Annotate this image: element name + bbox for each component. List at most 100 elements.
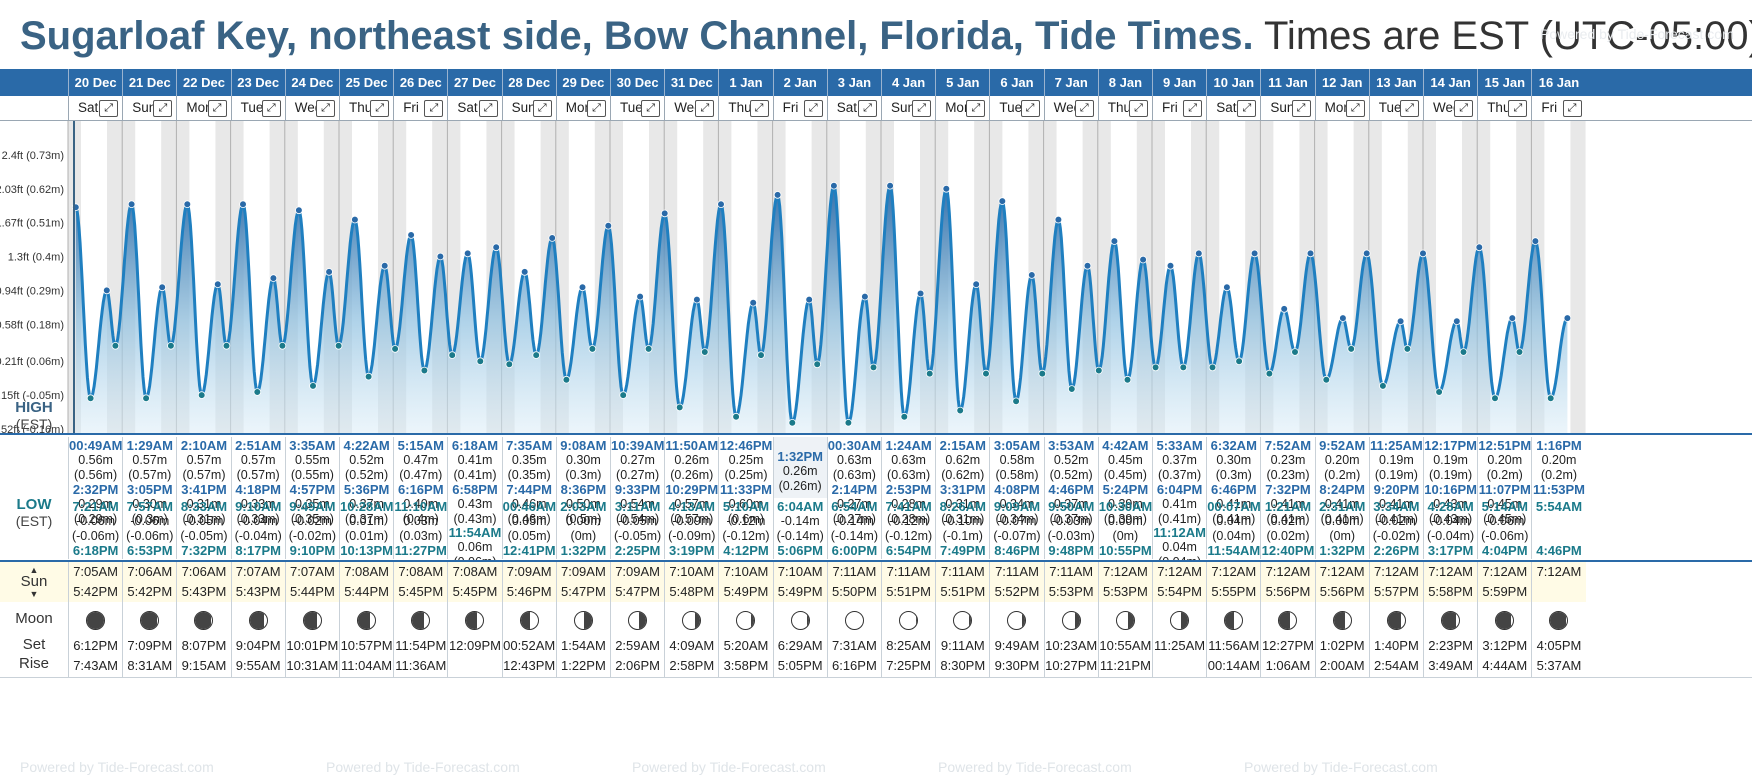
tide-extreme-point[interactable] (1403, 345, 1412, 353)
expand-day-icon[interactable]: ⤢ (424, 100, 444, 117)
tide-extreme-point[interactable] (505, 360, 514, 369)
tide-extreme-point[interactable] (562, 375, 571, 384)
tide-extreme-point[interactable] (1038, 369, 1047, 378)
high-tide-entry[interactable]: 3:05PM 0.30m (0.3m) (123, 482, 176, 527)
low-tide-entry[interactable]: 5:14AM -0.06m (-0.06m) (1478, 499, 1531, 544)
low-tide-entry[interactable]: 2:31AM 0.00m (0m) (1316, 499, 1369, 544)
tide-extreme-point[interactable] (1291, 348, 1299, 356)
tide-extreme-point[interactable] (757, 351, 765, 359)
tide-extreme-point[interactable] (1362, 249, 1371, 258)
high-tide-entry[interactable]: 4:18PM 0.33m (0.33m) (232, 482, 285, 527)
high-tide-entry[interactable]: 4:22AM 0.52m (0.52m) (340, 438, 393, 483)
expand-day-icon[interactable]: ⤢ (1508, 100, 1528, 117)
tide-extreme-point[interactable] (1250, 249, 1259, 258)
tide-extreme-point[interactable] (588, 345, 597, 353)
low-tide-entry[interactable]: 7:21AM -0.06m (-0.06m) (69, 499, 122, 544)
tide-extreme-point[interactable] (492, 243, 501, 252)
expand-day-icon[interactable]: ⤢ (1128, 100, 1148, 117)
tide-extreme-point[interactable] (1306, 249, 1315, 258)
tide-extreme-point[interactable] (391, 345, 399, 353)
high-tide-entry[interactable]: 3:53AM 0.52m (0.52m) (1045, 438, 1098, 483)
tide-extreme-point[interactable] (420, 366, 429, 375)
high-tide-entry[interactable]: 2:53PM 0.28m (0.28m) (882, 482, 935, 527)
tide-extreme-point[interactable] (1508, 314, 1517, 322)
high-tide-entry[interactable]: 1:29AM 0.57m (0.57m) (123, 438, 176, 483)
expand-day-icon[interactable]: ⤢ (586, 100, 606, 117)
tide-extreme-point[interactable] (717, 200, 725, 208)
high-tide-entry[interactable]: 11:07PM 0.45m (0.45m) (1478, 482, 1531, 527)
tide-extreme-point[interactable] (142, 394, 150, 403)
expand-day-icon[interactable]: ⤢ (966, 100, 986, 117)
tide-extreme-point[interactable] (1179, 363, 1188, 372)
tide-extreme-point[interactable] (1379, 382, 1387, 390)
tide-extreme-point[interactable] (239, 200, 247, 208)
tide-extreme-point[interactable] (1475, 243, 1484, 252)
high-tide-entry[interactable]: 3:31PM 0.31m (0.31m) (936, 482, 989, 527)
expand-day-icon[interactable]: ⤢ (641, 100, 661, 117)
high-tide-entry[interactable]: 10:39AM 0.27m (0.27m) (611, 438, 664, 483)
low-tide-entry[interactable]: 9:49AM -0.02m (-0.02m) (286, 499, 339, 544)
low-tide-entry[interactable]: 5:54AM (1532, 499, 1585, 514)
low-tide-entry[interactable]: 5:10AM -0.12m (-0.12m) (719, 499, 772, 544)
tide-extreme-point[interactable] (1265, 369, 1274, 378)
low-tide-entry[interactable]: 8:33AM -0.05m (-0.05m) (177, 499, 230, 544)
low-tide-entry[interactable]: 00:46AM 0.05m (0.05m) (503, 499, 556, 544)
tide-extreme-point[interactable] (972, 280, 980, 289)
expand-day-icon[interactable]: ⤢ (912, 100, 932, 117)
tide-extreme-point[interactable] (111, 342, 120, 350)
high-tide-entry[interactable]: 3:35AM 0.55m (0.55m) (286, 438, 339, 483)
tide-extreme-point[interactable] (1280, 305, 1288, 313)
tide-extreme-point[interactable] (886, 181, 894, 190)
high-tide-entry[interactable]: 7:32PM 0.41m (0.41m) (1261, 482, 1314, 527)
low-tide-entry[interactable]: 6:54AM -0.14m (-0.14m) (828, 499, 881, 544)
high-tide-entry[interactable]: 00:30AM 0.63m (0.63m) (828, 438, 881, 483)
low-tide-entry[interactable]: 1:21AM 0.02m (0.02m) (1261, 499, 1314, 544)
high-tide-entry[interactable]: 5:36PM 0.37m (0.37m) (340, 482, 393, 527)
expand-day-icon[interactable]: ⤢ (370, 100, 390, 117)
tide-extreme-point[interactable] (127, 200, 136, 208)
tide-extreme-point[interactable] (925, 369, 934, 378)
tide-extreme-point[interactable] (436, 252, 445, 261)
tide-extreme-point[interactable] (253, 388, 262, 396)
tide-extreme-point[interactable] (448, 351, 457, 359)
tide-extreme-point[interactable] (1054, 215, 1063, 224)
high-tide-entry[interactable]: 8:36PM 0.50m (0.5m) (557, 482, 610, 527)
tide-extreme-point[interactable] (619, 391, 627, 399)
tide-extreme-point[interactable] (463, 249, 472, 258)
high-tide-entry[interactable]: 00:49AM 0.56m (0.56m) (69, 438, 122, 483)
tide-extreme-point[interactable] (197, 391, 206, 399)
low-tide-entry[interactable]: 8:26AM -0.10m (-0.1m) (936, 499, 989, 544)
low-tide-entry[interactable]: 11:10AM 0.03m (0.03m) (394, 499, 447, 544)
high-tide-entry[interactable]: 6:16PM 0.40m (0.4m) (394, 482, 447, 527)
tide-extreme-point[interactable] (1223, 283, 1231, 292)
tide-extreme-point[interactable] (1123, 375, 1132, 384)
tide-extreme-point[interactable] (1083, 262, 1092, 270)
high-tide-entry[interactable]: 2:51AM 0.57m (0.57m) (232, 438, 285, 483)
tide-extreme-point[interactable] (1339, 314, 1347, 322)
tide-extreme-point[interactable] (773, 191, 782, 199)
tide-extreme-point[interactable] (214, 280, 222, 289)
tide-extreme-point[interactable] (295, 206, 303, 215)
tide-extreme-point[interactable] (309, 382, 317, 390)
tide-extreme-point[interactable] (693, 295, 701, 304)
tide-extreme-point[interactable] (1028, 271, 1036, 279)
low-tide-entry[interactable]: 6:04AM -0.14m (-0.14m) (774, 499, 827, 544)
expand-day-icon[interactable]: ⤢ (749, 100, 769, 117)
high-tide-entry[interactable]: 2:15AM 0.62m (0.62m) (936, 438, 989, 483)
high-tide-entry[interactable]: 1:32PM 0.26m (0.26m) (774, 449, 827, 494)
tide-extreme-point[interactable] (1095, 366, 1103, 375)
high-tide-entry[interactable]: 6:32AM 0.30m (0.3m) (1207, 438, 1260, 483)
tide-extreme-point[interactable] (1453, 317, 1461, 326)
tide-extreme-point[interactable] (636, 292, 644, 301)
tide-extreme-point[interactable] (998, 197, 1007, 205)
high-tide-entry[interactable]: 4:42AM 0.45m (0.45m) (1099, 438, 1152, 483)
high-tide-entry[interactable]: 9:08AM 0.30m (0.3m) (557, 438, 610, 483)
tide-extreme-point[interactable] (813, 360, 821, 369)
high-tide-entry[interactable]: 4:46PM 0.37m (0.37m) (1045, 482, 1098, 527)
high-tide-entry[interactable]: 3:41PM 0.31m (0.31m) (177, 482, 230, 527)
low-tide-entry[interactable]: 00:07AM 0.04m (0.04m) (1207, 499, 1260, 544)
tide-extreme-point[interactable] (805, 295, 813, 304)
tide-extreme-point[interactable] (700, 348, 709, 356)
expand-day-icon[interactable]: ⤢ (1291, 100, 1311, 117)
expand-day-icon[interactable]: ⤢ (1345, 100, 1365, 117)
